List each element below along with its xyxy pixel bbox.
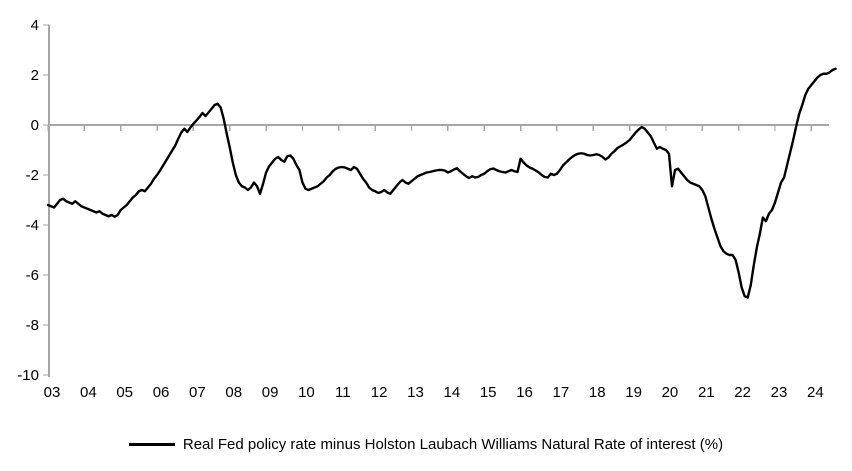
x-axis-tick-label: 23 xyxy=(771,384,788,401)
y-axis-tick-label: 2 xyxy=(31,67,39,84)
x-axis-tick-label: 05 xyxy=(116,384,133,401)
x-axis-tick-label: 10 xyxy=(298,384,315,401)
y-axis-tick-label: -10 xyxy=(17,367,39,384)
legend: Real Fed policy rate minus Holston Lauba… xyxy=(0,436,852,453)
x-axis-tick-label: 19 xyxy=(625,384,642,401)
x-axis-tick-label: 13 xyxy=(407,384,424,401)
legend-line-sample xyxy=(128,443,175,446)
y-axis-tick-label: 0 xyxy=(31,117,39,134)
x-axis-tick-label: 24 xyxy=(807,384,824,401)
x-axis-tick-label: 17 xyxy=(553,384,570,401)
y-axis-tick-label: -6 xyxy=(26,267,39,284)
x-axis-tick-label: 07 xyxy=(189,384,206,401)
y-axis-tick-label: -4 xyxy=(26,217,39,234)
x-axis-tick-label: 16 xyxy=(516,384,533,401)
y-axis-tick-label: -2 xyxy=(26,167,39,184)
x-axis-tick-label: 08 xyxy=(225,384,242,401)
x-axis-tick-label: 21 xyxy=(698,384,715,401)
x-axis-tick-label: 22 xyxy=(734,384,751,401)
data-series-line xyxy=(46,67,837,299)
y-axis-tick-label: -8 xyxy=(26,317,39,334)
y-axis-tick-label: 4 xyxy=(31,17,39,34)
x-axis-tick-label: 12 xyxy=(371,384,388,401)
x-axis-tick-label: 04 xyxy=(80,384,97,401)
x-axis-tick-label: 15 xyxy=(480,384,497,401)
chart-canvas: 03 04 05 06 07 08 09 10 11 12 13 14 15 16 17 18 19 20 21 22… xyxy=(17,17,837,401)
x-axis-tick-label: 20 xyxy=(662,384,679,401)
x-axis-tick-label: 18 xyxy=(589,384,606,401)
x-axis-tick-label: 03 xyxy=(44,384,61,401)
x-axis-tick-label: 14 xyxy=(444,384,461,401)
legend-label: Real Fed policy rate minus Holston Lauba… xyxy=(182,436,724,453)
x-axis-tick-label: 11 xyxy=(335,384,351,401)
x-axis-tick-label: 09 xyxy=(262,384,279,401)
x-axis-tick-label: 06 xyxy=(153,384,170,401)
